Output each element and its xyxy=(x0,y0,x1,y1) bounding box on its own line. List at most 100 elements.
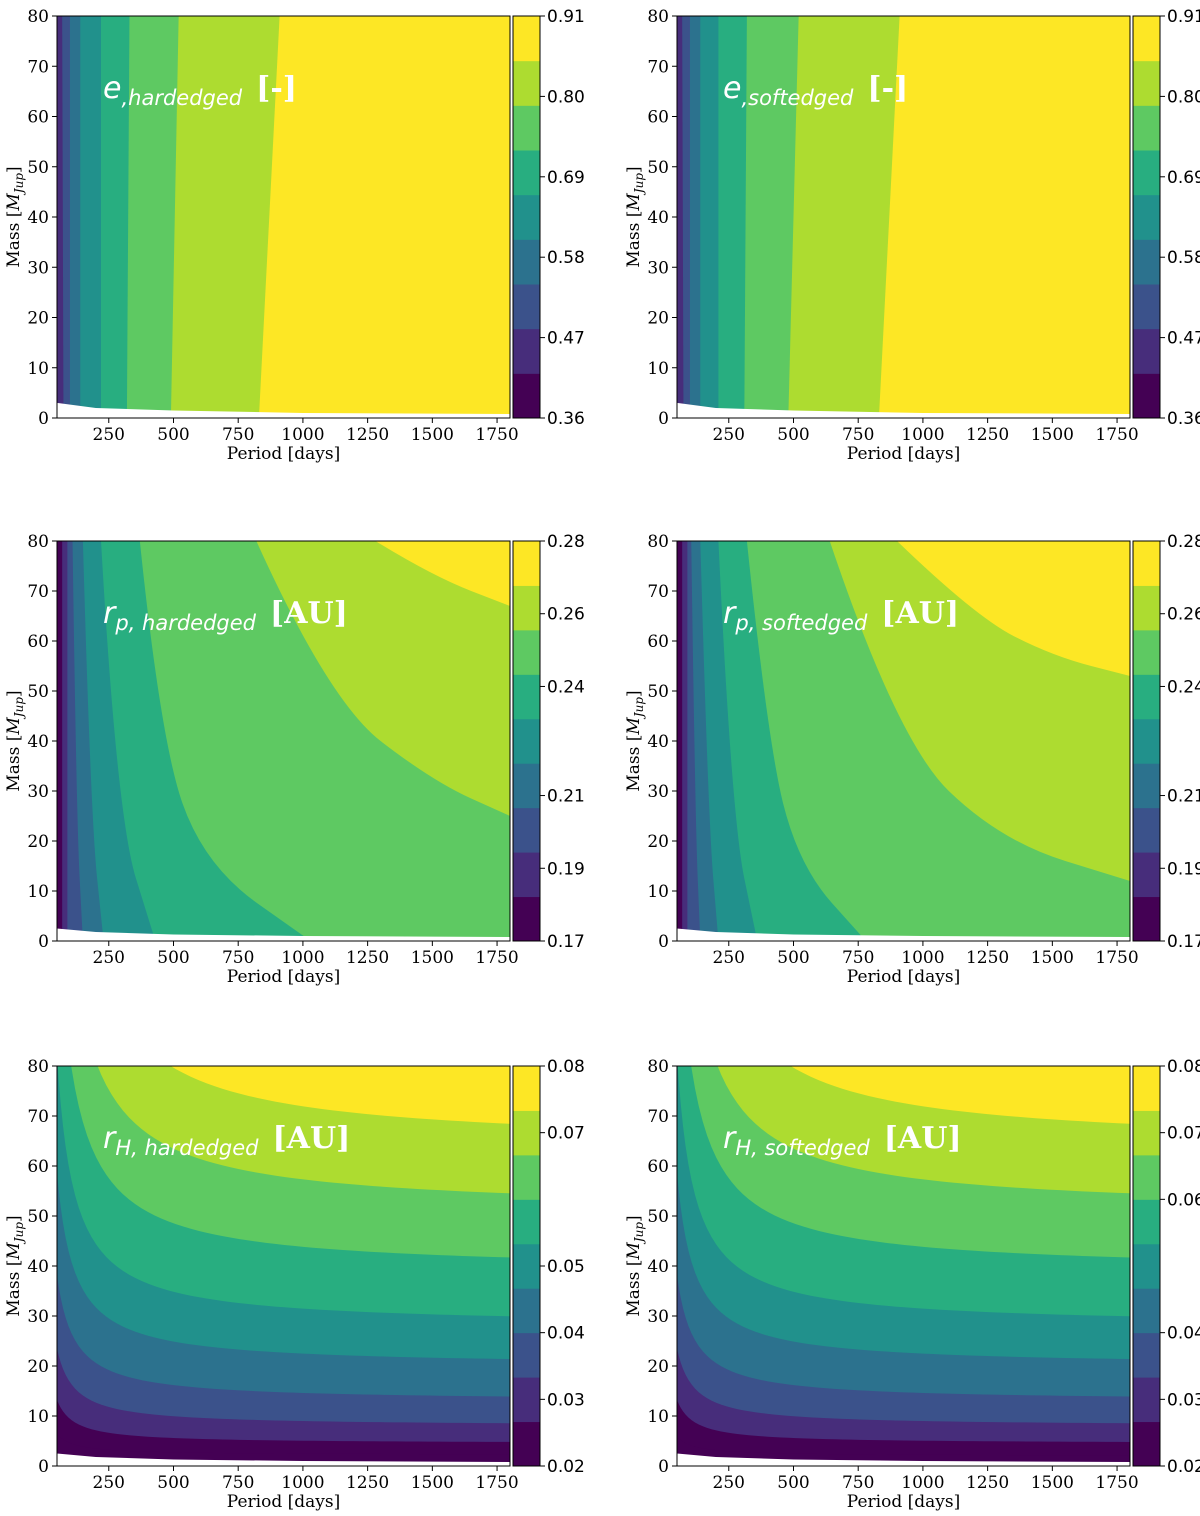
blank-region xyxy=(57,1453,510,1466)
colorbar-segment xyxy=(1133,585,1160,631)
y-tick-label: 70 xyxy=(647,57,669,77)
x-tick-label: 1750 xyxy=(475,425,518,445)
y-axis-label: Mass [MJup] xyxy=(624,1215,646,1316)
colorbar-segment xyxy=(513,585,540,631)
x-tick-label: 1000 xyxy=(281,425,324,445)
x-tick-label: 250 xyxy=(93,948,125,968)
x-tick-label: 1500 xyxy=(411,1473,454,1493)
colorbar-segment xyxy=(513,1332,540,1378)
y-tick-label: 30 xyxy=(27,1307,49,1327)
x-tick-label: 750 xyxy=(842,948,874,968)
y-tick-label: 60 xyxy=(647,1157,669,1177)
x-axis-label: Period [days] xyxy=(847,444,960,464)
x-tick-label: 1500 xyxy=(411,425,454,445)
chart-panel-bottom-left: rH, hardedged [AU]250 500 750 1000 1250 1500 17… xyxy=(4,1057,585,1512)
y-tick-label: 20 xyxy=(27,832,49,852)
colorbar-segment xyxy=(513,16,540,62)
y-axis-label: Mass [MJup] xyxy=(624,690,646,791)
colorbar-segment xyxy=(1133,541,1160,586)
y-tick-label: 10 xyxy=(27,1407,49,1427)
y-tick-label: 0 xyxy=(38,409,49,429)
contour-band-9 xyxy=(790,1066,1130,1124)
y-axis-label: Mass [MJup] xyxy=(4,1215,26,1316)
colorbar-tick-label: 0.08 xyxy=(547,1057,585,1077)
x-tick-label: 250 xyxy=(713,1473,745,1493)
colorbar-segment xyxy=(1133,1288,1160,1334)
contour-band-9 xyxy=(170,1066,510,1124)
colorbar-tick-label: 0.04 xyxy=(547,1324,585,1344)
colorbar-segment xyxy=(1133,328,1160,374)
y-tick-label: 60 xyxy=(647,632,669,652)
x-tick-label: 250 xyxy=(713,948,745,968)
x-tick-label: 1750 xyxy=(1095,948,1138,968)
colorbar-segment xyxy=(1133,239,1160,285)
x-tick-label: 250 xyxy=(93,425,125,445)
y-tick-label: 40 xyxy=(27,1257,49,1277)
x-tick-label: 1750 xyxy=(475,1473,518,1493)
y-tick-label: 80 xyxy=(27,7,49,27)
colorbar-tick-label: 0.58 xyxy=(547,248,585,268)
annotation-variable: r xyxy=(103,1121,117,1156)
y-tick-label: 10 xyxy=(647,882,669,902)
y-tick-label: 40 xyxy=(647,732,669,752)
colorbar: 0.36 0.47 0.58 0.69 0.80 0.91 xyxy=(512,7,585,429)
y-tick-label: 60 xyxy=(27,632,49,652)
colorbar: 0.02 0.03 0.04 0.06 0.07 0.08 xyxy=(1132,1057,1200,1477)
x-tick-label: 1500 xyxy=(1031,425,1074,445)
colorbar-tick-label: 0.24 xyxy=(1167,677,1200,697)
colorbar-segment xyxy=(513,284,540,330)
colorbar-segment xyxy=(513,105,540,151)
colorbar-segment xyxy=(513,1288,540,1334)
y-tick-label: 70 xyxy=(647,1107,669,1127)
y-tick-label: 30 xyxy=(647,1307,669,1327)
x-tick-label: 750 xyxy=(842,425,874,445)
x-tick-label: 500 xyxy=(777,1473,809,1493)
x-tick-label: 1250 xyxy=(966,425,1009,445)
annotation-variable: e xyxy=(103,71,121,106)
y-tick-label: 40 xyxy=(647,208,669,228)
colorbar-tick-label: 0.24 xyxy=(547,677,585,697)
y-tick-label: 0 xyxy=(658,932,669,952)
colorbar-segment xyxy=(1133,1110,1160,1156)
colorbar-frame xyxy=(1132,1065,1161,1467)
chart-panel-middle-left: rp, hardedged [AU]250 500 750 1000 1250 1500 17… xyxy=(4,532,585,987)
x-tick-label: 1250 xyxy=(966,1473,1009,1493)
annotation-variable: r xyxy=(723,596,737,631)
contour-band-2 xyxy=(57,16,64,418)
colorbar-tick-label: 0.03 xyxy=(1167,1390,1200,1410)
colorbar-tick-label: 0.21 xyxy=(547,787,585,807)
colorbar-tick-label: 0.07 xyxy=(1167,1124,1200,1144)
colorbar-tick-label: 0.28 xyxy=(547,532,585,552)
colorbar-segment xyxy=(513,1421,540,1467)
contour-band-9 xyxy=(375,541,510,606)
colorbar-frame xyxy=(512,540,541,942)
colorbar: 0.17 0.19 0.21 0.24 0.26 0.28 xyxy=(512,532,585,952)
contour-band-9 xyxy=(897,541,1130,676)
x-tick-label: 1500 xyxy=(1031,948,1074,968)
x-tick-label: 1000 xyxy=(901,948,944,968)
x-tick-label: 1000 xyxy=(281,1473,324,1493)
x-tick-label: 500 xyxy=(157,948,189,968)
x-tick-label: 1000 xyxy=(901,425,944,445)
y-tick-label: 40 xyxy=(27,208,49,228)
y-tick-label: 80 xyxy=(647,532,669,552)
contour-band-2 xyxy=(677,16,684,418)
contour-band-8 xyxy=(256,541,510,816)
colorbar-tick-label: 0.80 xyxy=(1167,87,1200,107)
x-tick-label: 750 xyxy=(222,1473,254,1493)
colorbar-segment xyxy=(1133,807,1160,853)
y-tick-label: 80 xyxy=(647,7,669,27)
y-tick-label: 50 xyxy=(27,158,49,178)
colorbar-segment xyxy=(1133,105,1160,151)
plot-area xyxy=(57,541,510,941)
blank-region xyxy=(677,402,1130,418)
colorbar-tick-label: 0.26 xyxy=(547,605,585,625)
colorbar-segment xyxy=(1133,763,1160,809)
x-tick-label: 750 xyxy=(222,948,254,968)
y-tick-label: 50 xyxy=(647,158,669,178)
colorbar-segment xyxy=(513,896,540,942)
y-tick-label: 70 xyxy=(647,582,669,602)
colorbar-segment xyxy=(513,852,540,898)
colorbar: 0.02 0.03 0.04 0.05 0.07 0.08 xyxy=(512,1057,585,1477)
colorbar-segment xyxy=(1133,1377,1160,1423)
